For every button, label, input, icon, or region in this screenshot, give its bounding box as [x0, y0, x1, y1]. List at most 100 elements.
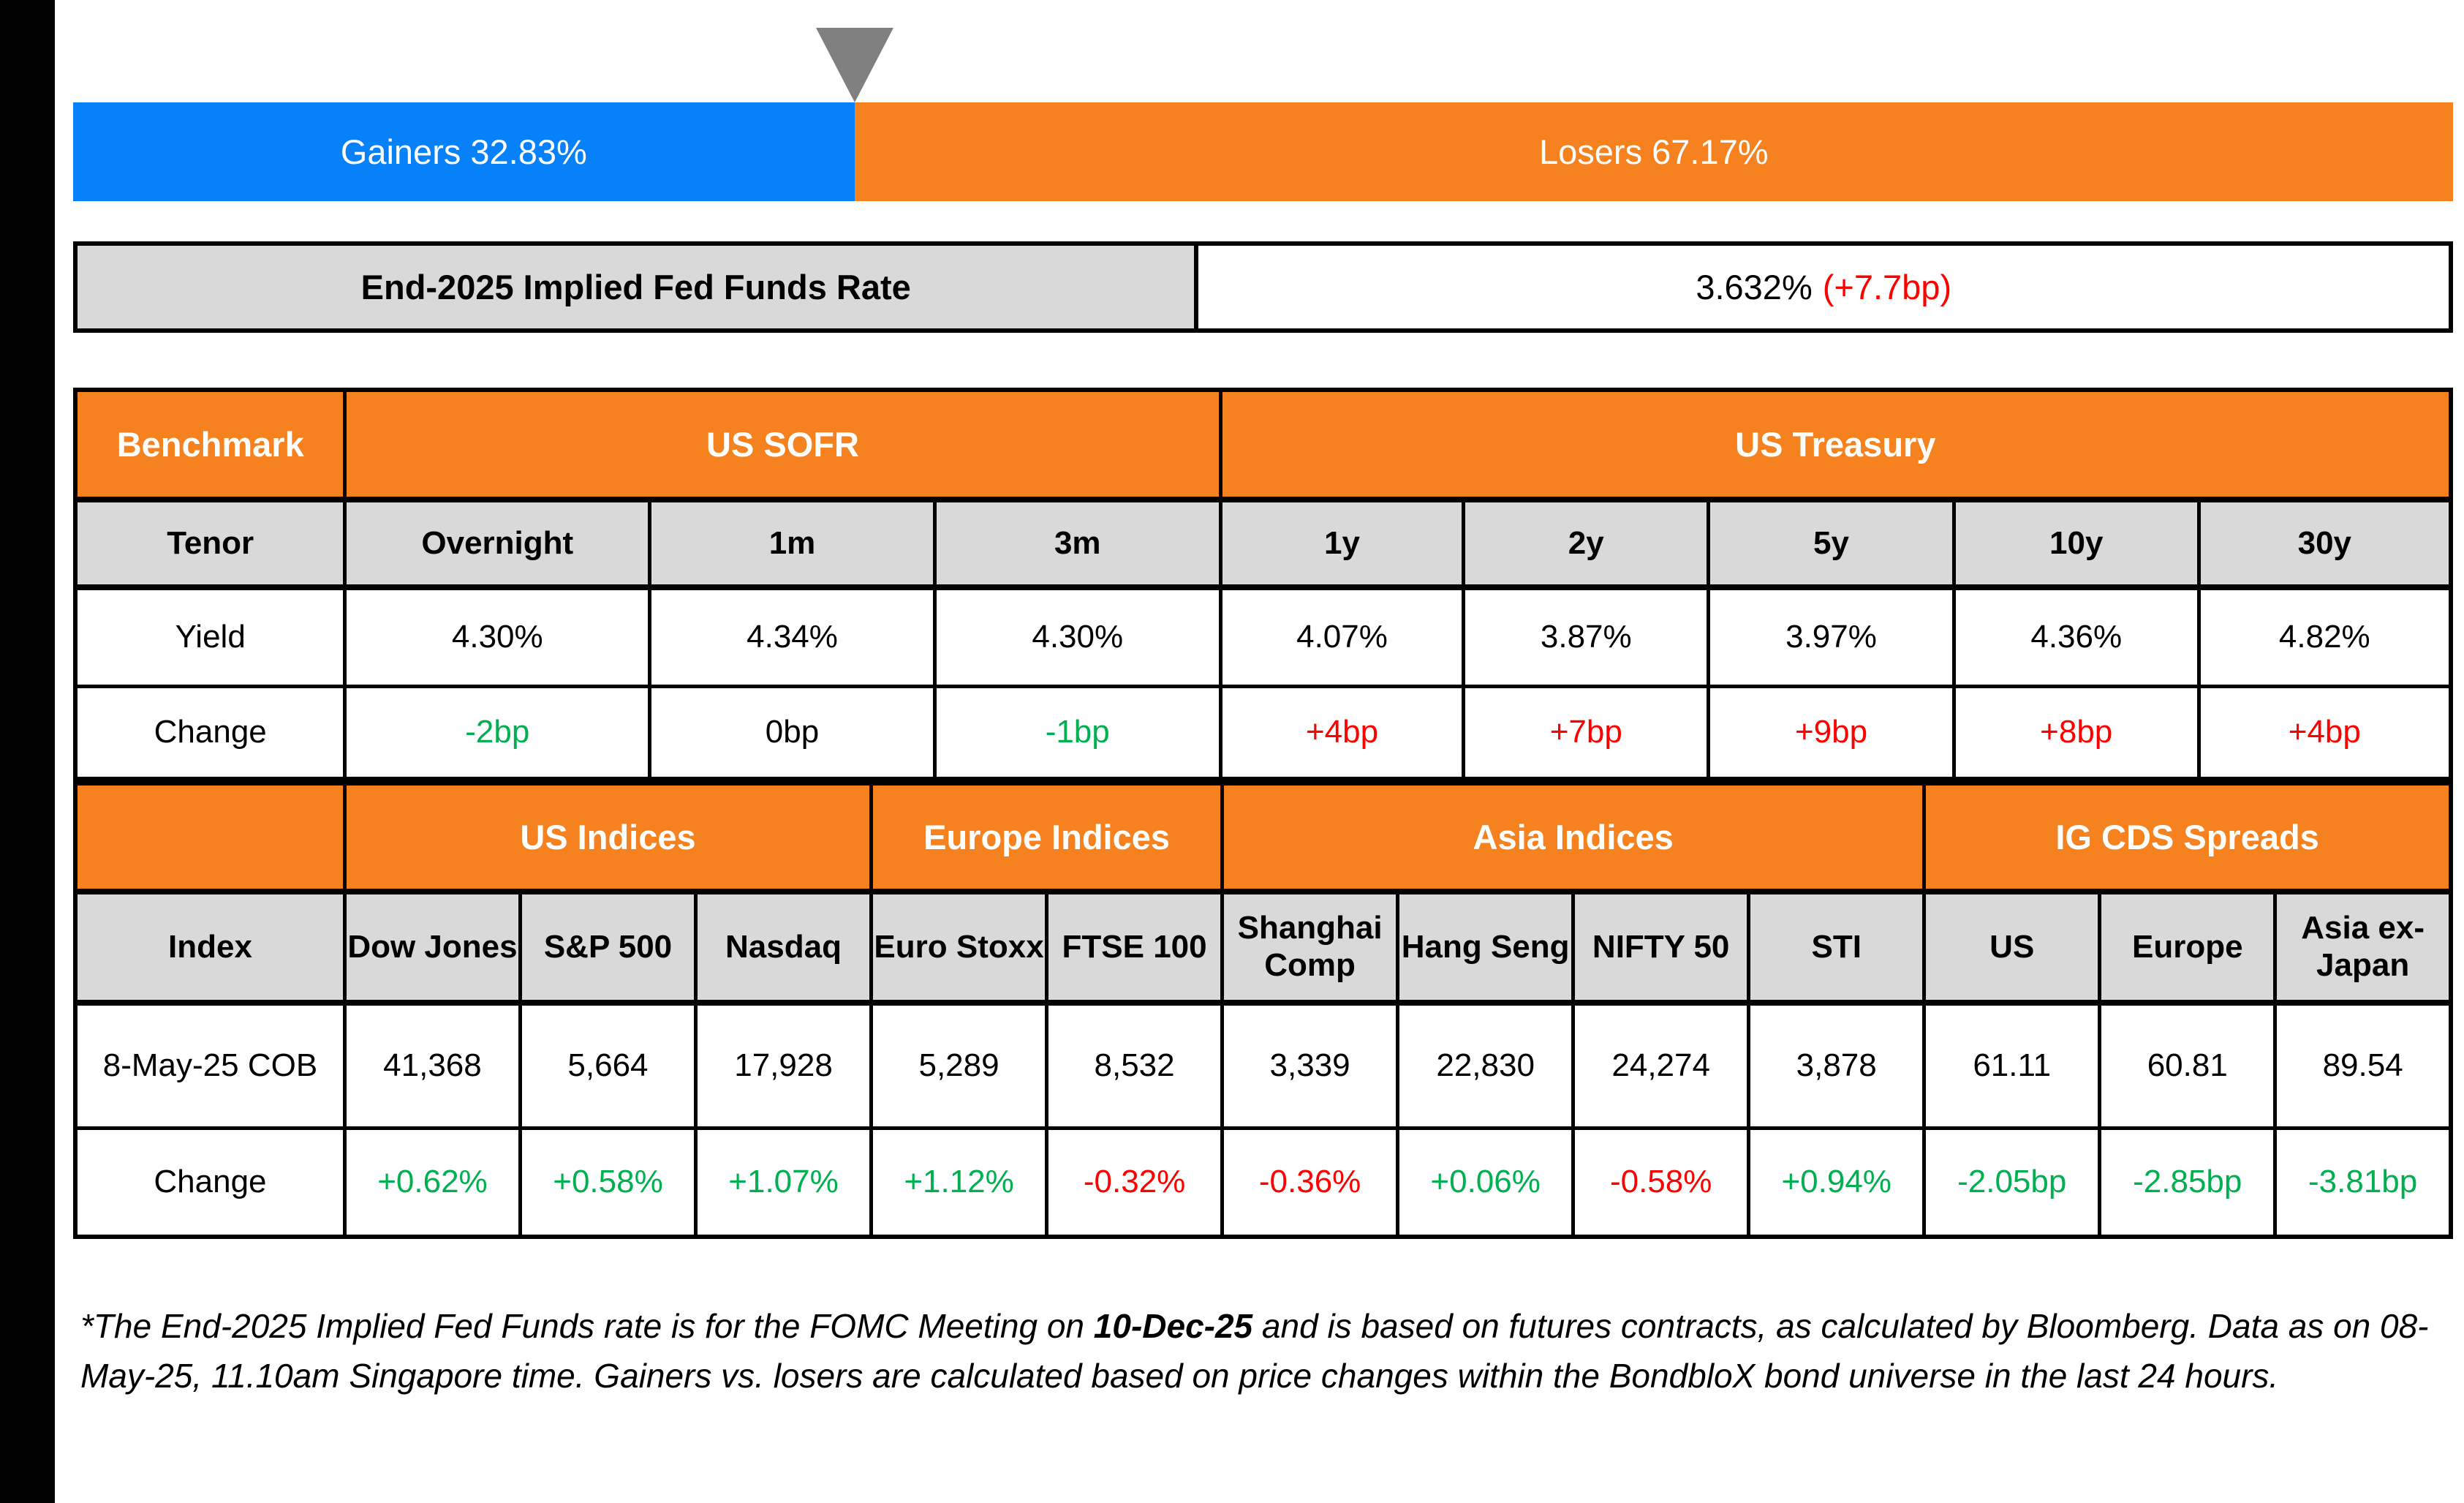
- fed-funds-rate: 3.632%: [1696, 268, 1813, 306]
- index-column-header: Dow Jones: [342, 889, 522, 1006]
- benchmark-change-row: Change -2bp 0bp -1bp +4bp +7bp +9bp +8bp…: [73, 684, 2453, 781]
- asia-indices-group-header: Asia Indices: [1220, 781, 1927, 894]
- change-cell: 0bp: [648, 684, 937, 781]
- tenor-cell: 10y: [1951, 497, 2201, 590]
- change-cell: +0.62%: [342, 1126, 522, 1239]
- change-cell: +0.06%: [1396, 1126, 1576, 1239]
- yield-cell: 4.36%: [1951, 585, 2201, 688]
- footnote: *The End-2025 Implied Fed Funds rate is …: [73, 1301, 2453, 1401]
- index-value-cell: 24,274: [1571, 1001, 1751, 1130]
- index-value-cell: 5,289: [869, 1001, 1049, 1130]
- europe-indices-group-header: Europe Indices: [869, 781, 1225, 894]
- index-value-cell: 3,339: [1220, 1001, 1400, 1130]
- change-cell: +9bp: [1707, 684, 1956, 781]
- index-column-header: Shanghai Comp: [1220, 889, 1400, 1006]
- change-cell: -2bp: [343, 684, 652, 781]
- page-content: Gainers 32.83% Losers 67.17% End-2025 Im…: [73, 0, 2453, 1401]
- index-column-header: NIFTY 50: [1571, 889, 1751, 1006]
- index-value-cell: 3,878: [1747, 1001, 1927, 1130]
- pointer-area: [73, 0, 2453, 102]
- tenor-cell: 1y: [1218, 497, 1466, 590]
- fed-funds-row: End-2025 Implied Fed Funds Rate 3.632% (…: [73, 241, 2453, 333]
- fed-funds-label: End-2025 Implied Fed Funds Rate: [78, 246, 1199, 328]
- tenor-cell: 2y: [1462, 497, 1711, 590]
- change-cell: +8bp: [1951, 684, 2201, 781]
- marker-triangle-icon: [815, 28, 893, 102]
- tenor-cell: 5y: [1707, 497, 1956, 590]
- benchmark-table: Benchmark US SOFR US Treasury Tenor Over…: [73, 388, 2453, 781]
- date-label-cell: 8-May-25 COB: [73, 1001, 347, 1130]
- index-column-header: Europe: [2098, 889, 2278, 1006]
- tenor-cell: 3m: [932, 497, 1222, 590]
- indices-table: US Indices Europe Indices Asia Indices I…: [73, 781, 2453, 1239]
- yield-row: Yield 4.30% 4.34% 4.30% 4.07% 3.87% 3.97…: [73, 585, 2453, 688]
- tenor-label-cell: Tenor: [73, 497, 347, 590]
- index-column-header: Euro Stoxx: [869, 889, 1049, 1006]
- index-column-header: STI: [1747, 889, 1927, 1006]
- yield-cell: 4.34%: [648, 585, 937, 688]
- ig-cds-group-header: IG CDS Spreads: [1922, 781, 2453, 894]
- yield-cell: 3.97%: [1707, 585, 1956, 688]
- tenor-cell: Overnight: [343, 497, 652, 590]
- index-value-cell: 17,928: [693, 1001, 874, 1130]
- change-cell: -0.36%: [1220, 1126, 1400, 1239]
- index-column-header: US: [1922, 889, 2102, 1006]
- losers-label: Losers 67.17%: [1539, 132, 1769, 171]
- tenor-header-row: Tenor Overnight 1m 3m 1y 2y 5y 10y 30y: [73, 497, 2453, 590]
- change-cell: -0.32%: [1045, 1126, 1225, 1239]
- index-value-cell: 8,532: [1045, 1001, 1225, 1130]
- change-cell: +1.12%: [869, 1126, 1049, 1239]
- index-label-cell: Index: [73, 889, 347, 1006]
- us-treasury-group-header: US Treasury: [1218, 388, 2453, 502]
- indices-value-row: 8-May-25 COB 41,368 5,664 17,928 5,289 8…: [73, 1001, 2453, 1130]
- index-column-header: FTSE 100: [1045, 889, 1225, 1006]
- benchmark-group-header-row: Benchmark US SOFR US Treasury: [73, 388, 2453, 502]
- footnote-bold-date: 10-Dec-25: [1093, 1307, 1253, 1345]
- left-black-border: [0, 0, 55, 1503]
- footnote-text-2: and is based on futures contracts, as ca…: [80, 1307, 2429, 1395]
- losers-segment: Losers 67.17%: [854, 102, 2453, 201]
- index-value-cell: 61.11: [1922, 1001, 2102, 1130]
- gainers-losers-bar: Gainers 32.83% Losers 67.17%: [73, 102, 2453, 201]
- index-column-header: Nasdaq: [693, 889, 874, 1006]
- change-cell: +4bp: [2196, 684, 2453, 781]
- index-value-cell: 41,368: [342, 1001, 522, 1130]
- index-value-cell: 89.54: [2273, 1001, 2453, 1130]
- gainers-label: Gainers 32.83%: [340, 132, 587, 171]
- change-cell: -2.05bp: [1922, 1126, 2102, 1239]
- yield-cell: 4.30%: [343, 585, 652, 688]
- change-cell: +4bp: [1218, 684, 1466, 781]
- change-cell: +7bp: [1462, 684, 1711, 781]
- yield-cell: 3.87%: [1462, 585, 1711, 688]
- tenor-cell: 1m: [648, 497, 937, 590]
- fed-funds-change: (+7.7bp): [1822, 268, 1952, 306]
- fed-funds-value: 3.632% (+7.7bp): [1198, 246, 2449, 328]
- us-sofr-group-header: US SOFR: [343, 388, 1222, 502]
- index-value-cell: 5,664: [518, 1001, 698, 1130]
- yield-cell: 4.07%: [1218, 585, 1466, 688]
- change-label-cell: Change: [73, 1126, 347, 1239]
- us-indices-group-header: US Indices: [342, 781, 874, 894]
- change-cell: -2.85bp: [2098, 1126, 2278, 1239]
- change-cell: +1.07%: [693, 1126, 874, 1239]
- change-cell: -0.58%: [1571, 1126, 1751, 1239]
- indices-change-row: Change +0.62% +0.58% +1.07% +1.12% -0.32…: [73, 1126, 2453, 1239]
- change-cell: +0.58%: [518, 1126, 698, 1239]
- tenor-cell: 30y: [2196, 497, 2453, 590]
- index-value-cell: 22,830: [1396, 1001, 1576, 1130]
- index-column-header: Asia ex-Japan: [2273, 889, 2453, 1006]
- index-value-cell: 60.81: [2098, 1001, 2278, 1130]
- change-cell: -1bp: [932, 684, 1222, 781]
- index-column-header: S&P 500: [518, 889, 698, 1006]
- change-label-cell: Change: [73, 684, 347, 781]
- yield-cell: 4.30%: [932, 585, 1222, 688]
- footnote-text-1: *The End-2025 Implied Fed Funds rate is …: [80, 1307, 1094, 1345]
- change-cell: +0.94%: [1747, 1126, 1927, 1239]
- index-column-header: Hang Seng: [1396, 889, 1576, 1006]
- change-cell: -3.81bp: [2273, 1126, 2453, 1239]
- benchmark-title-cell: Benchmark: [73, 388, 347, 502]
- index-header-row: Index Dow Jones S&P 500 Nasdaq Euro Stox…: [73, 889, 2453, 1006]
- gainers-segment: Gainers 32.83%: [73, 102, 855, 201]
- yield-cell: 4.82%: [2196, 585, 2453, 688]
- indices-blank-cell: [73, 781, 347, 894]
